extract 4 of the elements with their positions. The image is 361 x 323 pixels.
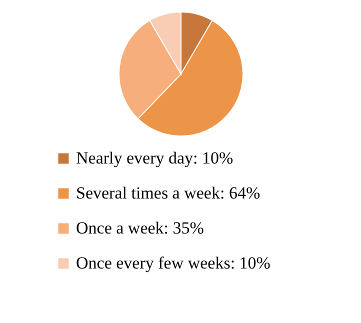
legend-label: Once every few weeks: 10%	[76, 254, 270, 272]
legend-label: Nearly every day: 10%	[76, 148, 234, 168]
legend-label: Once a week: 35%	[76, 218, 204, 238]
legend-label: Several times a week: 64%	[76, 184, 260, 202]
